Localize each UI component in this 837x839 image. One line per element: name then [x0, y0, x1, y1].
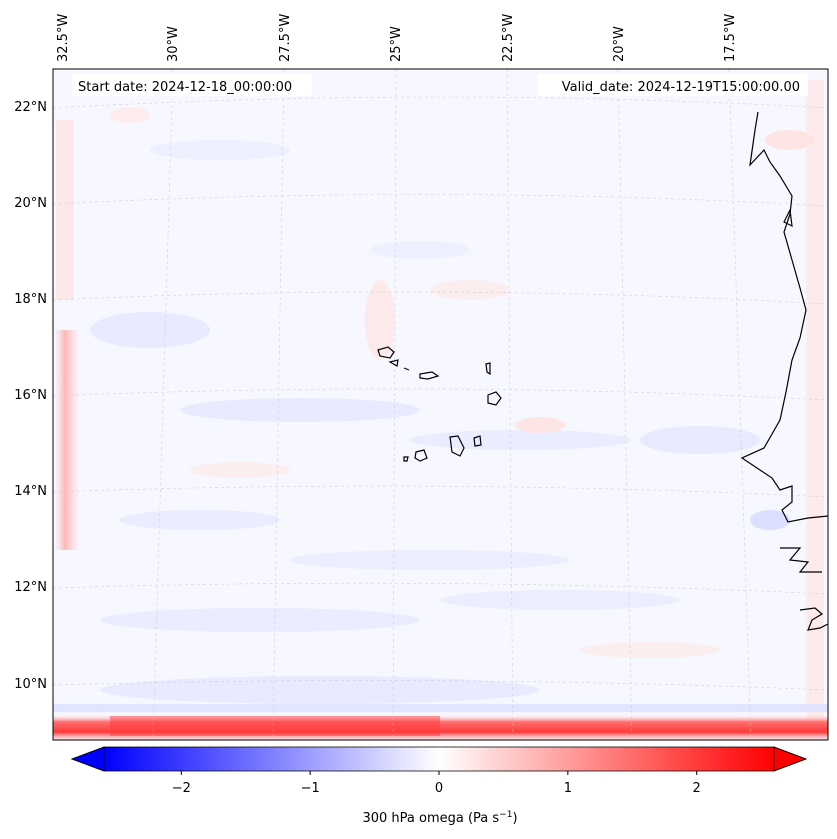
colorbar-tick-label: −2	[172, 781, 191, 796]
colorbar-tick-label: −1	[301, 781, 320, 796]
lon-label: 17.5°W	[723, 14, 738, 62]
valid-date-label: Valid_date: 2024-12-19T15:00:00.00	[562, 80, 800, 95]
coastline	[740, 111, 828, 631]
cape-verde-islands	[377, 346, 502, 462]
lon-label: 32.5°W	[56, 14, 71, 62]
lat-label: 22°N	[14, 100, 47, 115]
lon-label: 25°W	[389, 26, 404, 62]
colorbar: −2 −1 0 1 2 300 hPa omega (Pa s−1)	[70, 746, 808, 826]
lon-label: 20°W	[612, 26, 627, 62]
colorbar-tick-label: 2	[693, 781, 701, 796]
lon-label: 22.5°W	[501, 14, 516, 62]
west-africa-coastline	[740, 111, 828, 523]
longitude-labels: 32.5°W 30°W 27.5°W 25°W 22.5°W 20°W 17.5…	[56, 14, 738, 62]
colorbar-low-extend	[70, 746, 105, 772]
lat-label: 10°N	[14, 677, 47, 692]
colorbar-label: 300 hPa omega (Pa s−1)	[362, 810, 517, 826]
colorbar-high-extend	[773, 746, 808, 772]
start-date-label: Start date: 2024-12-18_00:00:00	[78, 80, 292, 95]
colorbar-tick-label: 1	[564, 781, 572, 796]
lon-label: 30°W	[166, 26, 181, 62]
graticule	[52, 68, 829, 741]
lat-label: 16°N	[14, 388, 47, 403]
latitude-labels: 22°N 20°N 18°N 16°N 14°N 12°N 10°N	[14, 100, 47, 692]
map-frame	[52, 68, 829, 741]
lat-label: 20°N	[14, 196, 47, 211]
colorbar-ticks: −2 −1 0 1 2	[172, 771, 701, 796]
omega-field	[53, 69, 828, 740]
colorbar-tick-label: 0	[435, 781, 443, 796]
lat-label: 12°N	[14, 580, 47, 595]
lon-label: 27.5°W	[278, 14, 293, 62]
lat-label: 14°N	[14, 484, 47, 499]
lat-label: 18°N	[14, 292, 47, 307]
